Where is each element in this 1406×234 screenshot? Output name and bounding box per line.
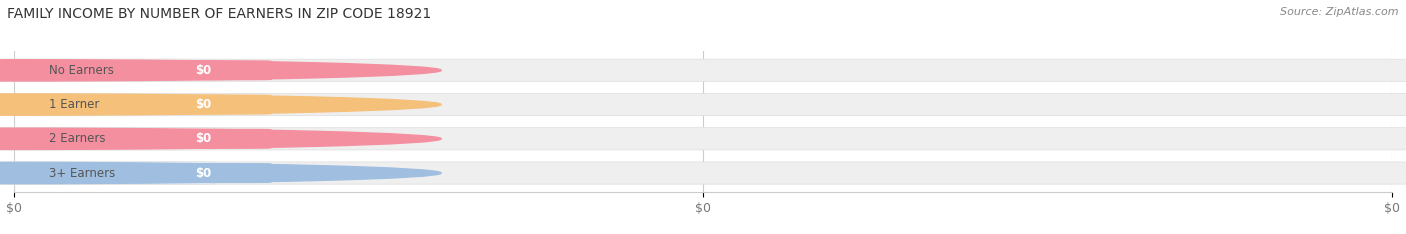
Text: FAMILY INCOME BY NUMBER OF EARNERS IN ZIP CODE 18921: FAMILY INCOME BY NUMBER OF EARNERS IN ZI… [7,7,432,21]
Text: 2 Earners: 2 Earners [48,132,105,145]
Text: $0: $0 [195,64,212,77]
FancyBboxPatch shape [0,59,214,81]
FancyBboxPatch shape [135,163,271,183]
FancyBboxPatch shape [135,129,271,149]
Text: No Earners: No Earners [48,64,114,77]
FancyBboxPatch shape [0,59,1406,81]
FancyBboxPatch shape [0,162,214,184]
FancyBboxPatch shape [0,128,214,150]
Circle shape [0,94,441,115]
FancyBboxPatch shape [135,95,271,115]
Text: $0: $0 [195,132,212,145]
FancyBboxPatch shape [0,162,1406,184]
FancyBboxPatch shape [135,60,271,80]
Circle shape [0,60,441,81]
FancyBboxPatch shape [0,93,1406,116]
Circle shape [0,128,441,150]
Circle shape [0,162,441,184]
Text: Source: ZipAtlas.com: Source: ZipAtlas.com [1281,7,1399,17]
Text: 3+ Earners: 3+ Earners [48,167,115,179]
FancyBboxPatch shape [0,93,214,116]
Text: 1 Earner: 1 Earner [48,98,98,111]
FancyBboxPatch shape [0,128,1406,150]
Text: $0: $0 [195,98,212,111]
Text: $0: $0 [195,167,212,179]
